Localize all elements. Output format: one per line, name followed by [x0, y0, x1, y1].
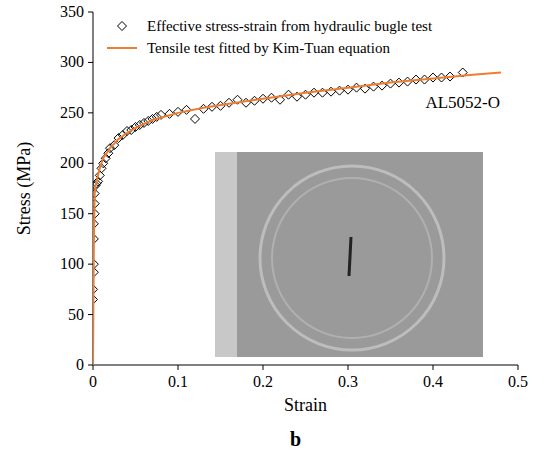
- plot-area: [93, 68, 501, 365]
- data-point: [242, 98, 251, 107]
- x-axis: [93, 365, 518, 366]
- y-tick-label: 0: [76, 356, 84, 373]
- x-tick-label: 0.4: [423, 373, 443, 390]
- y-tick: [88, 264, 93, 265]
- x-tick-label: 0.1: [168, 373, 188, 390]
- x-tick-label: 0: [89, 373, 97, 390]
- inset-strip: [215, 152, 237, 357]
- x-tick: [263, 365, 264, 370]
- y-tick-label: 350: [60, 3, 84, 20]
- panel-label: b: [290, 428, 301, 450]
- fit-line: [93, 73, 501, 365]
- annotation: AL5052-O: [425, 93, 500, 112]
- inset-ring: [260, 166, 444, 350]
- legend-label: Tensile test fitted by Kim-Tuan equation: [147, 40, 390, 56]
- y-tick: [88, 12, 93, 13]
- y-tick: [88, 163, 93, 164]
- x-tick: [93, 365, 94, 370]
- legend: Effective stress-strain from hydraulic b…: [107, 18, 433, 56]
- y-tick: [88, 365, 93, 366]
- y-tick-label: 300: [60, 53, 84, 70]
- inset-bg: [215, 152, 483, 357]
- x-tick: [518, 365, 519, 370]
- y-tick: [88, 314, 93, 315]
- y-tick-label: 50: [68, 306, 84, 323]
- x-tick: [178, 365, 179, 370]
- chart: 0 0.1 0.2 0.3 0.4 0.5 0 50 100 150 200 250 300 350 Str…: [0, 0, 546, 456]
- inset-crack: [349, 237, 351, 276]
- data-point: [191, 114, 200, 123]
- y-tick-label: 150: [60, 205, 84, 222]
- y-tick: [88, 112, 93, 113]
- legend-swatch: [107, 47, 137, 49]
- x-axis-title: Strain: [284, 395, 327, 415]
- x-tick: [433, 365, 434, 370]
- y-tick: [88, 62, 93, 63]
- x-tick-label: 0.5: [508, 373, 528, 390]
- y-tick-label: 250: [60, 104, 84, 121]
- legend-label: Effective stress-strain from hydraulic b…: [147, 18, 433, 34]
- x-tick-label: 0.3: [338, 373, 358, 390]
- y-tick-label: 100: [60, 255, 84, 272]
- x-tick: [348, 365, 349, 370]
- inset-ring: [272, 178, 432, 338]
- inset-photo: [215, 152, 483, 357]
- legend-swatch: [118, 22, 127, 31]
- y-tick: [88, 213, 93, 214]
- x-tick-label: 0.2: [253, 373, 273, 390]
- y-axis-title: Stress (MPa): [14, 142, 35, 236]
- y-tick-label: 200: [60, 154, 84, 171]
